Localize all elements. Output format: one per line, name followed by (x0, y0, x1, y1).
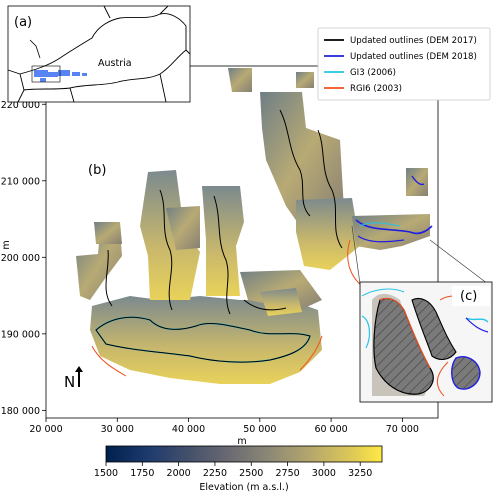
glacier-area-marker (34, 70, 87, 82)
y-tick-label: 200 000 (1, 253, 40, 264)
y-tick-label: 220 000 (1, 100, 40, 111)
x-axis-label: m (237, 436, 246, 447)
colorbar-tick-label: 2000 (167, 468, 191, 479)
y-axis: 180 000 190 000 200 000 210 000 220 000 (1, 100, 46, 417)
colorbar-gradient (105, 445, 383, 463)
glacier-patch-2018 (451, 356, 481, 390)
x-tick-label: 50 000 (243, 424, 276, 435)
panel-label-b: (b) (88, 163, 106, 178)
x-axis: 20 000 30 000 40 000 50 000 60 000 70 000 (29, 418, 419, 435)
north-arrow: N (64, 366, 83, 391)
y-tick-label: 180 000 (1, 406, 40, 417)
colorbar-tick-label: 3000 (312, 468, 336, 479)
glacier-outlines (91, 109, 433, 377)
legend-entry-label: RGI6 (2003) (350, 84, 402, 94)
study-area-box (31, 65, 61, 83)
glacier-patch-hatched (411, 297, 457, 361)
legend: Updated outlines (DEM 2017) Updated outli… (317, 27, 491, 101)
colorbar-tick-label: 3250 (348, 468, 372, 479)
colorbar-tick-label: 2250 (203, 468, 227, 479)
x-tick-label: 30 000 (101, 424, 134, 435)
inset-c-zoom: (c) (359, 281, 493, 403)
colorbar-label: Elevation (m a.s.l.) (199, 482, 288, 493)
colorbar-tick-label: 1750 (130, 468, 154, 479)
y-tick-label: 190 000 (1, 329, 40, 340)
zoom-connector (351, 225, 361, 285)
colorbar-ticks: 1500 1750 2000 2250 2500 2750 3000 3250 (94, 462, 372, 479)
colorbar-tick-label: 2750 (275, 468, 299, 479)
north-arrow-label: N (64, 373, 75, 391)
y-axis-label: m (1, 240, 12, 249)
legend-entry-label: Updated outlines (DEM 2017) (350, 36, 477, 46)
y-tick-label: 210 000 (1, 176, 40, 187)
austria-label: Austria (98, 58, 132, 69)
colorbar: 1500 1750 2000 2250 2500 2750 3000 3250 Elevati… (94, 445, 383, 493)
legend-entry-label: GI3 (2006) (350, 68, 396, 78)
x-tick-label: 70 000 (386, 424, 419, 435)
legend-entry-label: Updated outlines (DEM 2018) (350, 52, 477, 62)
main-map: (b) N 20 000 30 000 40 000 50 000 60 000 70 0… (1, 65, 489, 447)
x-tick-label: 60 000 (314, 424, 347, 435)
colorbar-tick-label: 2500 (239, 468, 263, 479)
inset-a-overview-map: (a) Austria (7, 5, 191, 103)
elevation-raster (76, 68, 430, 384)
x-tick-label: 20 000 (29, 424, 62, 435)
x-tick-label: 40 000 (172, 424, 205, 435)
panel-label-a: (a) (14, 15, 32, 30)
austria-border (19, 13, 187, 91)
colorbar-tick-label: 1500 (94, 468, 118, 479)
panel-label-c: (c) (460, 289, 477, 304)
zoom-connector (429, 239, 489, 285)
